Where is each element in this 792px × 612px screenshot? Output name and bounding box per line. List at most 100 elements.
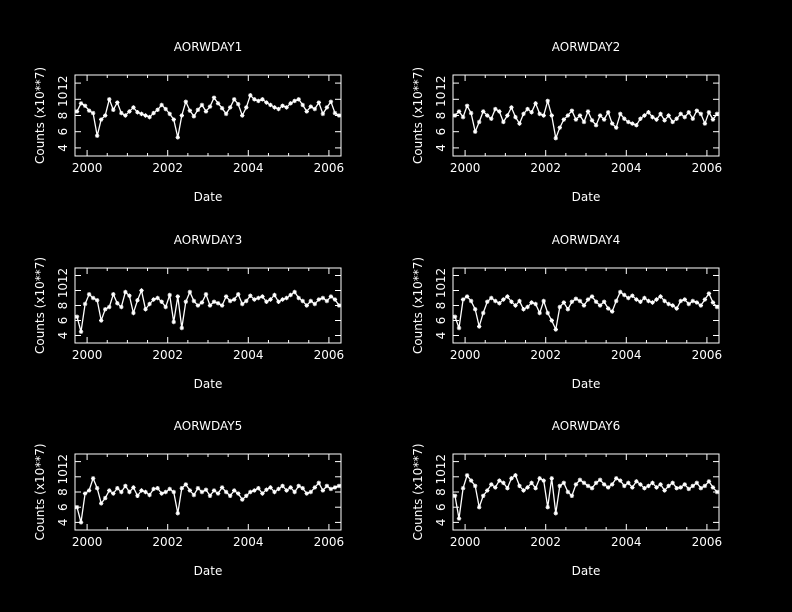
y-tick-label: 8 [56, 302, 70, 310]
data-point [646, 298, 651, 304]
data-point [501, 480, 506, 486]
data-point [541, 113, 546, 118]
data-point [268, 102, 273, 108]
data-point [609, 309, 615, 314]
data-point [686, 110, 691, 115]
data-point [666, 483, 671, 489]
data-point [159, 299, 164, 304]
data-point [103, 307, 108, 312]
data-point [601, 299, 607, 304]
data-point [569, 108, 575, 113]
y-axis-label: Counts (x10**7) [33, 257, 47, 354]
data-point [159, 102, 164, 108]
data-point [517, 121, 522, 126]
data-point [452, 493, 458, 498]
data-point [589, 294, 595, 299]
data-point [131, 485, 136, 490]
data-point [119, 304, 124, 310]
data-point [123, 289, 128, 295]
panel-title: AORWDAY1 [174, 40, 242, 54]
data-point [336, 483, 342, 489]
data-point [472, 129, 478, 134]
data-point [107, 304, 112, 310]
y-tick-label: 6 [434, 317, 448, 325]
x-axis-label: Date [572, 377, 601, 391]
data-point [646, 110, 651, 115]
data-point [706, 110, 712, 115]
data-point [614, 125, 619, 130]
data-point [268, 297, 273, 302]
data-point [505, 113, 510, 118]
data-point [207, 303, 213, 308]
data-point [710, 117, 716, 122]
x-tick-label: 2000 [72, 348, 103, 362]
data-point [163, 106, 168, 112]
data-point [690, 116, 696, 121]
data-point [557, 304, 563, 310]
data-point [288, 292, 293, 298]
data-point [468, 110, 474, 116]
data-point [690, 483, 696, 489]
data-point [211, 299, 217, 304]
data-point [320, 111, 326, 117]
data-point [694, 300, 700, 305]
data-point [638, 482, 643, 487]
data-point [159, 491, 164, 496]
data-point [634, 123, 639, 128]
data-point [565, 113, 571, 118]
data-point [481, 310, 486, 316]
y-tick-label: 8 [434, 112, 448, 120]
data-point [272, 105, 277, 110]
y-tick-label: 6 [434, 503, 448, 511]
data-point [638, 116, 643, 121]
data-point [103, 113, 108, 118]
data-point [296, 295, 301, 301]
data-point [264, 299, 269, 304]
data-point [565, 489, 571, 495]
data-point [90, 295, 96, 301]
data-point [456, 109, 462, 114]
data-point [525, 304, 530, 310]
data-point [497, 478, 502, 483]
data-point [561, 117, 567, 122]
data-point [183, 482, 189, 487]
data-point [231, 97, 237, 102]
data-point [272, 489, 277, 495]
data-point [320, 488, 326, 493]
data-point [280, 103, 285, 108]
data-point [468, 478, 474, 483]
data-point [211, 95, 217, 100]
data-point [332, 485, 338, 490]
data-point [489, 116, 494, 121]
data-point [147, 114, 152, 120]
data-point [82, 491, 88, 496]
data-point [509, 105, 514, 110]
y-tick-label: 4 [434, 332, 448, 340]
data-point [304, 491, 309, 496]
y-tick-label: 12 [434, 454, 448, 469]
data-point [533, 486, 538, 491]
data-point [517, 298, 522, 304]
data-point [264, 487, 269, 492]
data-point [654, 297, 659, 302]
x-tick-label: 2000 [450, 161, 481, 175]
data-point [223, 294, 229, 299]
data-point [710, 485, 716, 490]
data-point [525, 106, 530, 112]
x-tick-label: 2004 [611, 348, 642, 362]
data-point [690, 298, 696, 304]
data-point [74, 314, 80, 319]
y-tick-label: 8 [56, 112, 70, 120]
data-point [521, 111, 526, 117]
data-point [268, 485, 273, 490]
data-point [553, 135, 558, 141]
data-point [135, 110, 140, 115]
data-point [94, 298, 100, 303]
data-point [638, 299, 643, 304]
data-point [472, 483, 478, 489]
data-point [248, 93, 253, 98]
data-point [456, 325, 462, 331]
